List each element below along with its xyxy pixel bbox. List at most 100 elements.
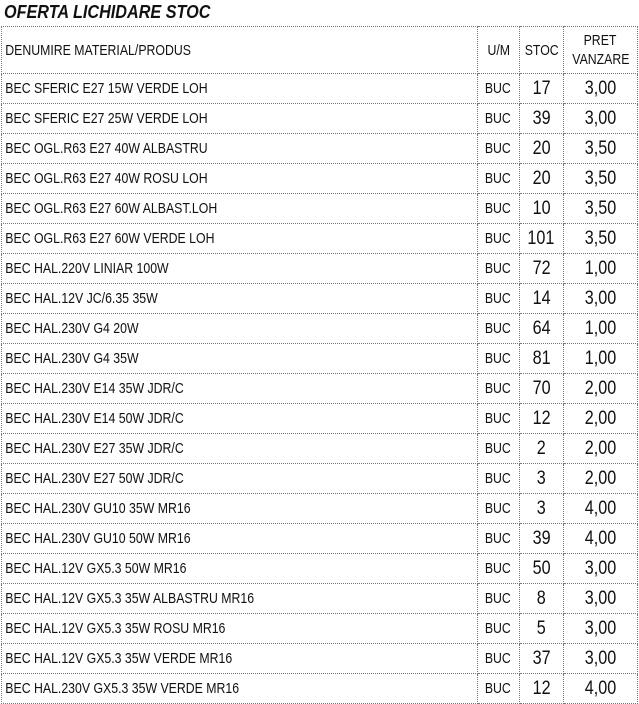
cell-stoc: 3 — [518, 463, 564, 494]
cell-name: BEC HAL.12V GX5.3 35W VERDE MR16 — [1, 643, 478, 674]
table-row: BEC HAL.12V GX5.3 35W ALBASTRU MR16 BUC 8 3… — [1, 583, 639, 614]
page-title: OFERTA LICHIDARE STOC — [4, 2, 211, 22]
cell-um: BUC — [476, 283, 520, 314]
table-row: BEC SFERIC E27 15W VERDE LOH BUC 17 3,00 — [1, 73, 639, 104]
table-header-row: DENUMIRE MATERIAL/PRODUS U/M STOC PRET VA… — [1, 26, 639, 74]
cell-name: BEC HAL.230V E14 35W JDR/C — [1, 373, 478, 404]
cell-name: BEC HAL.230V E27 50W JDR/C — [1, 463, 478, 494]
cell-stoc: 20 — [518, 163, 564, 194]
cell-pret: 4,00 — [562, 523, 639, 554]
table-row: BEC HAL.12V GX5.3 35W ROSU MR16 BUC 5 3,00 — [1, 613, 639, 644]
cell-name: BEC HAL.12V GX5.3 50W MR16 — [1, 553, 478, 584]
cell-pret: 4,00 — [562, 673, 639, 704]
cell-pret: 3,00 — [562, 553, 639, 584]
cell-name: BEC SFERIC E27 25W VERDE LOH — [1, 103, 478, 134]
cell-um: BUC — [476, 463, 520, 494]
cell-stoc: 12 — [518, 403, 564, 434]
cell-name: BEC HAL.220V LINIAR 100W — [1, 253, 478, 284]
table-row: BEC HAL.12V GX5.3 35W VERDE MR16 BUC 37 3,0… — [1, 643, 639, 674]
cell-pret: 3,00 — [562, 583, 639, 614]
cell-stoc: 101 — [518, 223, 564, 254]
cell-pret: 3,00 — [562, 73, 639, 104]
table-row: BEC HAL.12V GX5.3 50W MR16 BUC 50 3,00 — [1, 553, 639, 584]
header-name: DENUMIRE MATERIAL/PRODUS — [1, 26, 478, 74]
cell-pret: 3,50 — [562, 193, 639, 224]
cell-name: BEC HAL.230V G4 20W — [1, 313, 478, 344]
cell-um: BUC — [476, 133, 520, 164]
cell-stoc: 8 — [518, 583, 564, 614]
cell-name: BEC HAL.230V GU10 50W MR16 — [1, 523, 478, 554]
cell-um: BUC — [476, 73, 520, 104]
cell-name: BEC HAL.230V E14 50W JDR/C — [1, 403, 478, 434]
table-row: BEC HAL.230V G4 20W BUC 64 1,00 — [1, 313, 639, 344]
table-row: BEC OGL.R63 E27 60W ALBAST.LOH BUC 10 3,50 — [1, 193, 639, 224]
cell-um: BUC — [476, 403, 520, 434]
header-stoc: STOC — [518, 26, 564, 74]
cell-name: BEC HAL.230V GU10 35W MR16 — [1, 493, 478, 524]
cell-pret: 2,00 — [562, 373, 639, 404]
cell-um: BUC — [476, 103, 520, 134]
cell-stoc: 39 — [518, 103, 564, 134]
cell-name: BEC HAL.230V G4 35W — [1, 343, 478, 374]
cell-um: BUC — [476, 553, 520, 584]
table-row: BEC HAL.230V E27 35W JDR/C BUC 2 2,00 — [1, 433, 639, 464]
cell-stoc: 37 — [518, 643, 564, 674]
cell-pret: 2,00 — [562, 433, 639, 464]
cell-um: BUC — [476, 493, 520, 524]
cell-stoc: 81 — [518, 343, 564, 374]
cell-name: BEC OGL.R63 E27 60W ALBAST.LOH — [1, 193, 478, 224]
cell-name: BEC HAL.12V GX5.3 35W ALBASTRU MR16 — [1, 583, 478, 614]
cell-name: BEC HAL.12V JC/6.35 35W — [1, 283, 478, 314]
cell-stoc: 50 — [518, 553, 564, 584]
cell-name: BEC HAL.230V GX5.3 35W VERDE MR16 — [1, 673, 478, 704]
table-row: BEC HAL.230V E14 50W JDR/C BUC 12 2,00 — [1, 403, 639, 434]
cell-stoc: 14 — [518, 283, 564, 314]
cell-um: BUC — [476, 673, 520, 704]
table-row: BEC OGL.R63 E27 60W VERDE LOH BUC 101 3,50 — [1, 223, 639, 254]
cell-pret: 1,00 — [562, 253, 639, 284]
table-row: BEC HAL.230V GX5.3 35W VERDE MR16 BUC 12 4,… — [1, 673, 639, 704]
cell-stoc: 3 — [518, 493, 564, 524]
cell-stoc: 12 — [518, 673, 564, 704]
cell-um: BUC — [476, 613, 520, 644]
cell-um: BUC — [476, 583, 520, 614]
cell-name: BEC OGL.R63 E27 40W ALBASTRU — [1, 133, 478, 164]
cell-pret: 3,00 — [562, 643, 639, 674]
cell-stoc: 10 — [518, 193, 564, 224]
cell-name: BEC OGL.R63 E27 60W VERDE LOH — [1, 223, 478, 254]
cell-pret: 3,00 — [562, 613, 639, 644]
table-row: BEC HAL.12V JC/6.35 35W BUC 14 3,00 — [1, 283, 639, 314]
table-row: BEC HAL.230V G4 35W BUC 81 1,00 — [1, 343, 639, 374]
cell-name: BEC SFERIC E27 15W VERDE LOH — [1, 73, 478, 104]
cell-um: BUC — [476, 193, 520, 224]
cell-stoc: 5 — [518, 613, 564, 644]
cell-pret: 3,50 — [562, 133, 639, 164]
cell-pret: 3,00 — [562, 283, 639, 314]
cell-stoc: 2 — [518, 433, 564, 464]
cell-stoc: 70 — [518, 373, 564, 404]
cell-um: BUC — [476, 343, 520, 374]
cell-um: BUC — [476, 643, 520, 674]
cell-um: BUC — [476, 313, 520, 344]
cell-pret: 3,50 — [562, 223, 639, 254]
table-row: BEC HAL.230V GU10 35W MR16 BUC 3 4,00 — [1, 493, 639, 524]
cell-stoc: 17 — [518, 73, 564, 104]
table-row: BEC OGL.R63 E27 40W ROSU LOH BUC 20 3,50 — [1, 163, 639, 194]
cell-stoc: 72 — [518, 253, 564, 284]
table-row: BEC HAL.230V GU10 50W MR16 BUC 39 4,00 — [1, 523, 639, 554]
cell-pret: 1,00 — [562, 343, 639, 374]
cell-name: BEC HAL.12V GX5.3 35W ROSU MR16 — [1, 613, 478, 644]
table-row: BEC HAL.230V E27 50W JDR/C BUC 3 2,00 — [1, 463, 639, 494]
cell-stoc: 39 — [518, 523, 564, 554]
cell-pret: 4,00 — [562, 493, 639, 524]
cell-um: BUC — [476, 253, 520, 284]
header-pret: PRET VANZARE — [562, 26, 639, 74]
cell-um: BUC — [476, 523, 520, 554]
cell-name: BEC HAL.230V E27 35W JDR/C — [1, 433, 478, 464]
table-row: BEC HAL.230V E14 35W JDR/C BUC 70 2,00 — [1, 373, 639, 404]
table-row: BEC OGL.R63 E27 40W ALBASTRU BUC 20 3,50 — [1, 133, 639, 164]
cell-pret: 3,50 — [562, 163, 639, 194]
table-row: BEC HAL.220V LINIAR 100W BUC 72 1,00 — [1, 253, 639, 284]
cell-um: BUC — [476, 223, 520, 254]
header-um: U/M — [476, 26, 520, 74]
